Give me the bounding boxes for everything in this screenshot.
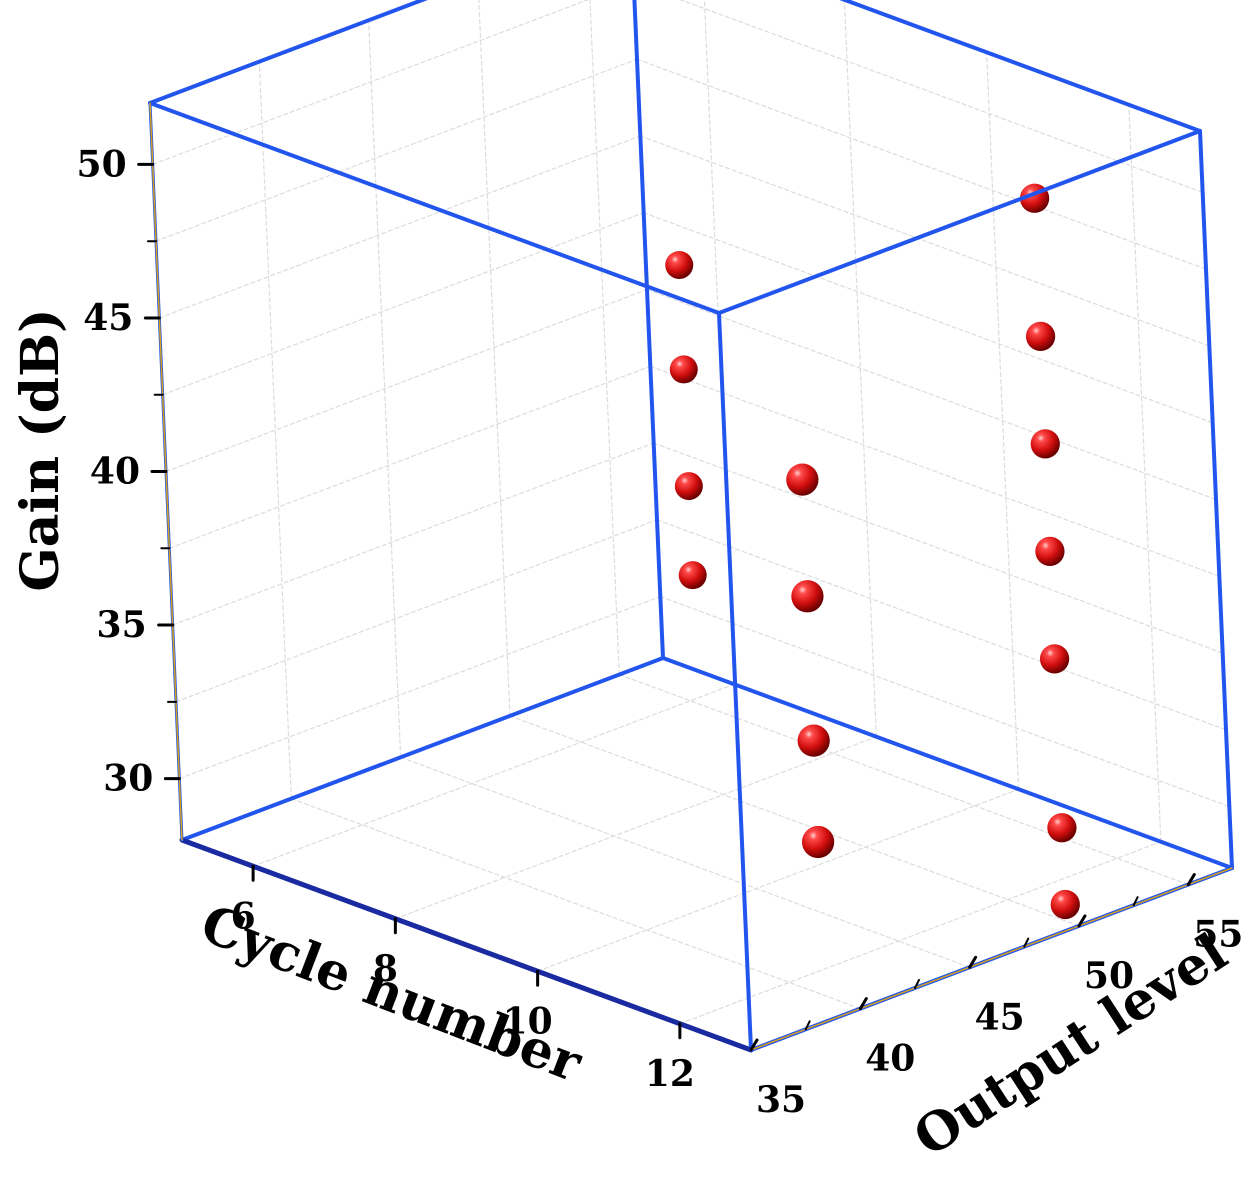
data-point — [801, 825, 835, 859]
x-tick-label: 8 — [373, 948, 398, 990]
grid-line — [165, 288, 648, 473]
box-edge — [839, 0, 1202, 133]
y-minor-tick — [804, 1020, 811, 1031]
data-point — [1050, 889, 1080, 920]
y-minor-tick — [1132, 896, 1139, 907]
grid-line — [589, 0, 620, 676]
box-front-edges — [148, 0, 1234, 1053]
box-edge — [148, 101, 721, 315]
data-points — [665, 183, 1080, 920]
grid-line — [618, 673, 1189, 886]
data-point — [1030, 429, 1060, 459]
grid-line — [639, 135, 1210, 347]
grid-line — [643, 212, 1214, 424]
y-tick — [1186, 873, 1196, 887]
data-point — [678, 561, 707, 590]
box-edge — [717, 129, 1202, 315]
grid-line — [175, 519, 658, 703]
y-tick — [749, 1038, 759, 1052]
box-back-edges — [180, 0, 1234, 870]
z-tick-label: 35 — [97, 604, 147, 646]
grid-line — [843, 0, 877, 738]
grid-line — [258, 61, 292, 800]
grid-line — [986, 51, 1020, 790]
grid-line — [172, 442, 655, 626]
y-axis-accent — [750, 867, 1233, 1051]
y-tick-label: 45 — [975, 996, 1025, 1038]
data-point — [1035, 536, 1065, 566]
grid-line — [394, 736, 877, 920]
y-minor-tick — [913, 978, 920, 989]
y-tick-label: 40 — [865, 1038, 915, 1080]
y-tick — [1077, 914, 1087, 928]
grid-line — [168, 365, 651, 549]
y-tick — [858, 997, 868, 1011]
grid-line — [155, 58, 638, 242]
grid-line — [679, 841, 1162, 1025]
data-point — [791, 580, 824, 613]
grid-line — [152, 0, 589, 166]
grid-line — [368, 19, 402, 758]
data-point — [797, 724, 830, 757]
grid-line — [1128, 104, 1162, 843]
z-tick-label: 50 — [77, 143, 127, 185]
z-tick-label: 45 — [83, 297, 133, 339]
y-tick-label: 50 — [1084, 955, 1134, 997]
data-point — [669, 355, 698, 384]
y-tick — [968, 955, 978, 969]
grid-line — [679, 0, 1204, 194]
box-edge — [1198, 129, 1234, 870]
y-axis-title: Output level — [903, 922, 1238, 1169]
grid-line — [509, 715, 1080, 927]
grid-line — [636, 58, 1207, 270]
grid-line — [646, 288, 1217, 501]
grid-line — [537, 788, 1020, 972]
grid-line — [656, 519, 1227, 731]
z-axis-title: Gain (dB) — [10, 308, 71, 591]
data-point — [674, 472, 703, 501]
grid-line — [478, 0, 511, 717]
data-point — [1025, 321, 1056, 352]
y-tick-label: 55 — [1193, 914, 1243, 956]
box-edge — [661, 656, 1234, 870]
grid-line — [649, 365, 1220, 577]
x-tick-label: 6 — [231, 895, 256, 937]
x-tick-label: 10 — [503, 1000, 553, 1042]
grid-line — [162, 212, 645, 396]
grid-lines — [149, 0, 1230, 1051]
y-tick-label: 35 — [756, 1079, 806, 1121]
z-tick-label: 30 — [103, 758, 153, 800]
data-point — [1047, 813, 1077, 843]
box-edge — [632, 0, 665, 660]
box-edge — [148, 0, 428, 105]
grid-line — [290, 798, 861, 1010]
box-edge — [180, 656, 665, 842]
x-axis-title: Cycle number — [193, 893, 590, 1094]
data-point — [1039, 644, 1070, 674]
tick-labels: 6 8 10 12 35 40 45 50 55 30 35 40 45 50 — [77, 143, 1244, 1121]
y-minor-tick — [1023, 937, 1030, 948]
data-point — [786, 463, 819, 496]
grid-line — [178, 595, 661, 780]
x-axis-line — [179, 837, 754, 1053]
grid-line — [252, 683, 735, 867]
grid-line — [659, 595, 1230, 808]
grid-line — [653, 442, 1224, 654]
grid-line — [158, 135, 641, 319]
data-point — [665, 251, 694, 280]
box-edge — [717, 311, 753, 1052]
x-tick-label: 12 — [645, 1053, 695, 1095]
z-tick-label: 40 — [90, 451, 140, 493]
axis-ticks — [137, 162, 1196, 1052]
grid-line — [400, 756, 971, 968]
